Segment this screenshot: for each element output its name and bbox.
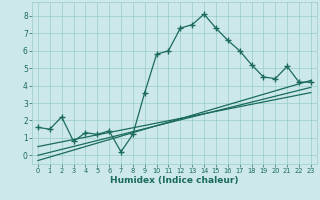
X-axis label: Humidex (Indice chaleur): Humidex (Indice chaleur) (110, 176, 239, 185)
